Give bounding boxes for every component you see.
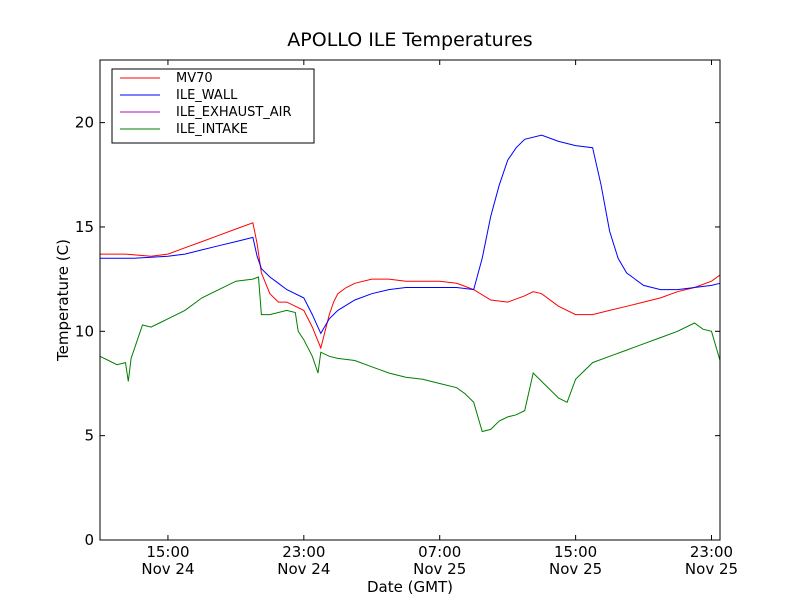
series-line-mv70 [100,222,721,350]
x-tick-date-label: Nov 25 [413,560,466,578]
legend-label-ile-wall: ILE_WALL [176,88,238,103]
series-line-ile-intake [99,276,721,433]
series-layer [99,134,721,433]
legend-label-ile-exhaust-air: ILE_EXHAUST_AIR [176,105,292,120]
x-tick-label: 15:00 [554,543,597,561]
y-axis-label: Temperature (C) [54,239,72,362]
y-tick-label: 15 [75,218,94,236]
x-tick-date-label: Nov 24 [141,560,194,578]
y-axis: 0 5 10 15 20 [75,114,720,549]
x-tick-label: 15:00 [146,543,189,561]
series-line-ile-wall [100,134,721,335]
legend: MV70 ILE_WALL ILE_EXHAUST_AIR ILE_INTAKE [111,68,315,144]
x-tick-label: 23:00 [282,543,325,561]
plot-frame [99,59,721,541]
chart-title: APOLLO ILE Temperatures [287,29,532,51]
x-tick-date-label: Nov 25 [685,560,738,578]
legend-box [111,68,315,144]
x-tick-date-label: Nov 25 [549,560,602,578]
legend-label-ile-intake: ILE_INTAKE [176,122,248,137]
x-tick-label: 23:00 [690,543,733,561]
y-tick-label: 5 [84,427,94,445]
x-axis-label: Date (GMT) [367,578,453,596]
y-tick-label: 20 [75,114,94,132]
x-tick-label: 07:00 [418,543,461,561]
legend-label-mv70: MV70 [176,71,213,86]
y-tick-label: 10 [75,322,94,340]
x-tick-date-label: Nov 24 [277,560,330,578]
y-tick-label: 0 [84,531,94,549]
